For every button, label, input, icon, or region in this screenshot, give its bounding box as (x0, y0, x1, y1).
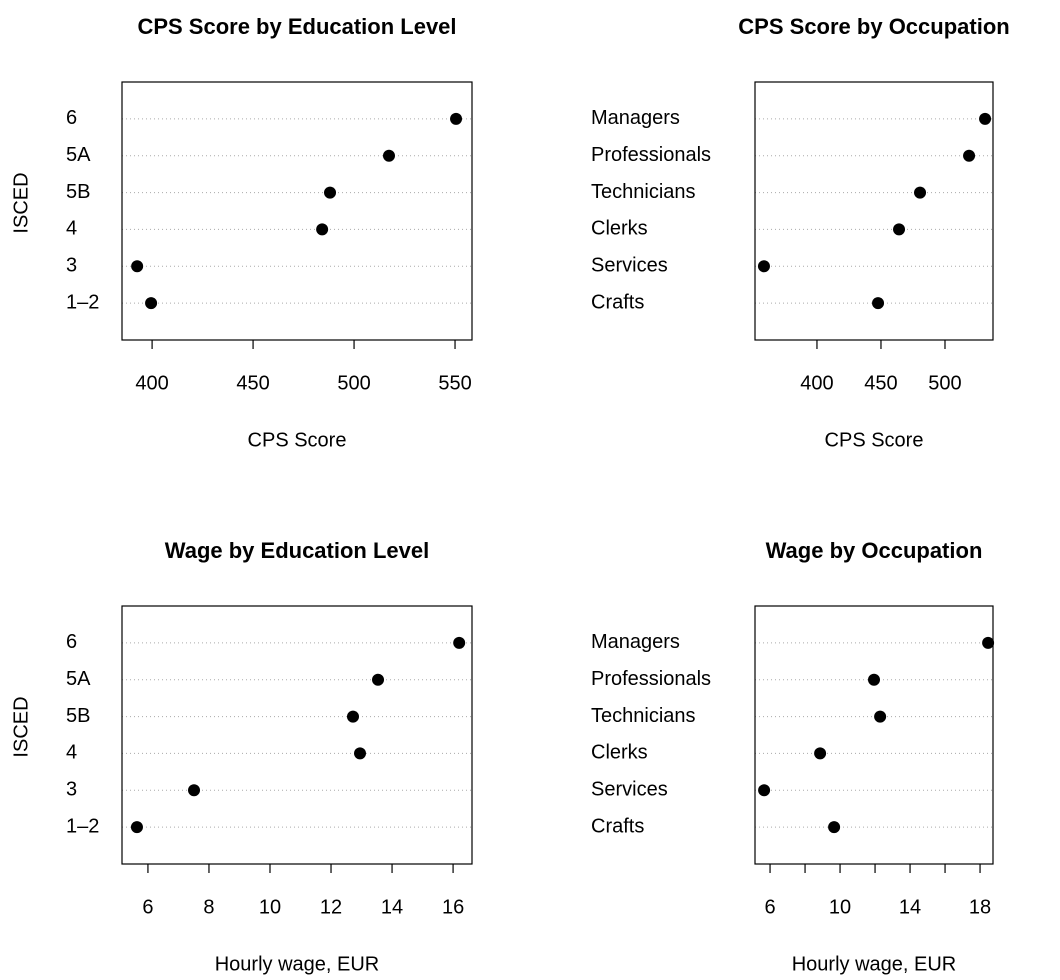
plot-frame (754, 81, 994, 341)
x-tick-label: 450 (864, 372, 897, 394)
category-label: 5B (66, 705, 90, 727)
panel-title: CPS Score by Education Level (137, 14, 456, 39)
plot-frame (121, 81, 473, 341)
category-label: Services (591, 255, 668, 277)
dot (814, 747, 827, 760)
dot (893, 223, 906, 236)
x-axis-label: Hourly wage, EUR (792, 953, 957, 975)
x-tick-label: 6 (764, 896, 775, 918)
dot (188, 784, 201, 797)
category-label: 5A (66, 144, 91, 166)
dot (874, 710, 887, 723)
x-tick-label: 6 (142, 896, 153, 918)
y-axis-label: ISCED (10, 172, 32, 233)
dot (346, 710, 359, 723)
x-tick-label: 14 (381, 896, 403, 918)
category-label: 1–2 (66, 291, 99, 313)
dot (324, 186, 337, 199)
category-label: Clerks (591, 742, 648, 764)
category-label: Professionals (591, 668, 711, 690)
dot (372, 673, 385, 686)
category-label: 6 (66, 631, 77, 653)
panel-title: CPS Score by Occupation (738, 14, 1009, 39)
category-label: Professionals (591, 144, 711, 166)
category-label: 5B (66, 181, 90, 203)
dot (963, 149, 976, 162)
dot (316, 223, 329, 236)
x-tick-label: 12 (320, 896, 342, 918)
category-label: 5A (66, 668, 91, 690)
x-tick-label: 400 (800, 372, 833, 394)
x-tick-label: 400 (135, 372, 168, 394)
x-axis-label: CPS Score (825, 429, 924, 451)
category-label: Managers (591, 631, 680, 653)
dot (145, 297, 158, 310)
dot (982, 636, 995, 649)
x-tick-label: 10 (259, 896, 281, 918)
dot (828, 821, 841, 834)
plot-frame (754, 605, 994, 865)
x-tick-label: 500 (928, 372, 961, 394)
dot (914, 186, 927, 199)
dot (979, 112, 992, 125)
category-label: 4 (66, 218, 77, 240)
dot (453, 636, 466, 649)
dot (382, 149, 395, 162)
category-label: 3 (66, 779, 77, 801)
x-tick-label: 500 (337, 372, 370, 394)
x-axis-label: CPS Score (248, 429, 347, 451)
x-tick-label: 16 (442, 896, 464, 918)
x-tick-label: 18 (969, 896, 991, 918)
x-axis-label: Hourly wage, EUR (215, 953, 380, 975)
x-tick-label: 8 (203, 896, 214, 918)
category-label: 4 (66, 742, 77, 764)
category-label: 6 (66, 107, 77, 129)
dot (872, 297, 885, 310)
category-label: Crafts (591, 815, 644, 837)
x-tick-label: 14 (899, 896, 921, 918)
dot (130, 821, 143, 834)
dot (868, 673, 880, 686)
dot (450, 112, 463, 125)
panel-title: Wage by Education Level (165, 538, 429, 563)
x-tick-label: 10 (829, 896, 851, 918)
dot (757, 260, 770, 273)
category-label: Managers (591, 107, 680, 129)
category-label: Technicians (591, 705, 696, 727)
category-label: Crafts (591, 291, 644, 313)
category-label: Services (591, 779, 668, 801)
category-label: Clerks (591, 218, 648, 240)
x-tick-label: 450 (236, 372, 269, 394)
category-label: 1–2 (66, 815, 99, 837)
category-label: 3 (66, 255, 77, 277)
plot-frame (121, 605, 473, 865)
panel-title: Wage by Occupation (766, 538, 983, 563)
x-tick-label: 550 (438, 372, 471, 394)
dot (131, 260, 144, 273)
y-axis-label: ISCED (10, 696, 32, 757)
dot (758, 784, 771, 797)
dot (354, 747, 367, 760)
category-label: Technicians (591, 181, 696, 203)
